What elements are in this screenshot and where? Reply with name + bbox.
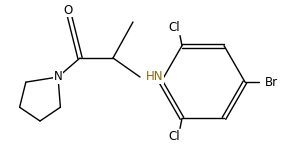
Text: N: N [54,71,62,84]
Text: HN: HN [146,71,164,84]
Text: Cl: Cl [168,130,180,143]
Text: Cl: Cl [168,21,180,34]
Text: O: O [63,4,73,16]
Text: Br: Br [265,75,278,89]
